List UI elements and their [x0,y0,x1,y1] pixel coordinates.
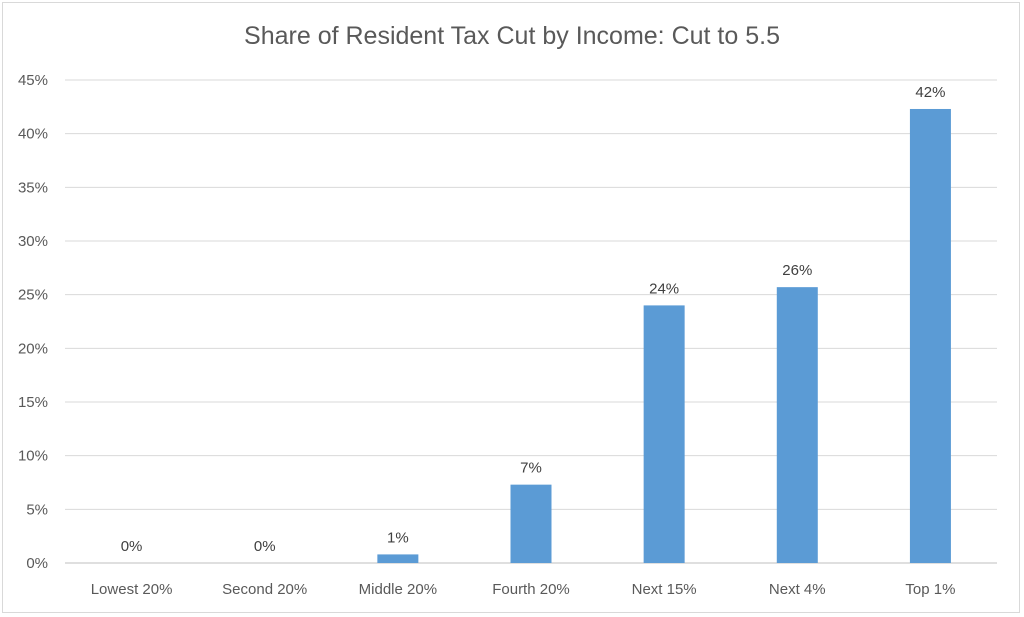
y-tick-label: 35% [18,179,48,196]
y-tick-label: 20% [18,340,48,357]
bars [377,108,951,563]
y-tick-label: 5% [26,501,48,518]
y-tick-label: 25% [18,287,48,304]
bar-6 [909,108,951,563]
x-tick-label: Fourth 20% [492,581,570,598]
data-label: 1% [387,529,409,546]
bar-4 [643,305,685,563]
bar-2 [377,554,419,563]
y-axis-ticks: 0% 5% 10% 15% 20% 25% 30% 35% 40% 45% [18,72,48,572]
data-label: 24% [649,280,679,297]
data-label: 42% [915,84,945,101]
gridlines [65,79,997,564]
x-axis-ticks: Lowest 20% Second 20% Middle 20% Fourth 20%… [91,581,956,598]
y-tick-label: 0% [26,555,48,572]
y-tick-label: 30% [18,233,48,250]
x-tick-label: Next 15% [632,581,697,598]
bar-5 [776,287,818,563]
y-tick-label: 15% [18,394,48,411]
x-tick-label: Second 20% [222,581,307,598]
x-tick-label: Middle 20% [359,581,437,598]
y-tick-label: 40% [18,126,48,143]
y-tick-label: 10% [18,448,48,465]
bar-3 [510,484,552,563]
chart-title: Share of Resident Tax Cut by Income: Cut… [244,22,780,50]
data-labels: 0% 0% 1% 7% 24% 26% 42% [121,84,946,555]
data-label: 0% [121,538,143,555]
x-tick-label: Top 1% [905,581,955,598]
data-label: 0% [254,538,276,555]
y-tick-label: 45% [18,72,48,89]
x-tick-label: Next 4% [769,581,826,598]
data-label: 26% [782,262,812,279]
data-label: 7% [520,460,542,477]
x-tick-label: Lowest 20% [91,581,173,598]
